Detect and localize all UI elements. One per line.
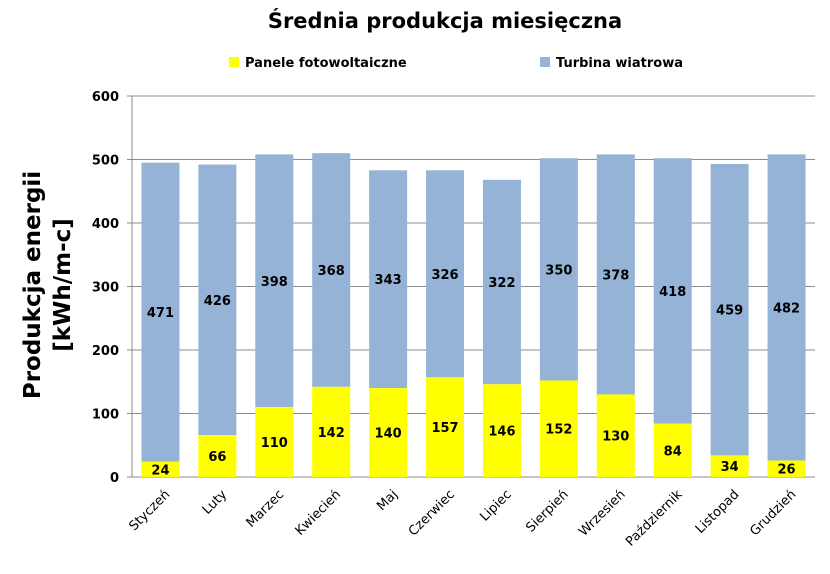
x-tick-label: Sierpień bbox=[523, 487, 571, 535]
bar-panele bbox=[710, 455, 749, 477]
data-label-panele: 84 bbox=[664, 444, 682, 459]
bar-panele bbox=[141, 461, 180, 477]
bar-turbina bbox=[710, 163, 749, 456]
data-label-panele: 66 bbox=[208, 450, 226, 465]
y-tick-label: 500 bbox=[92, 154, 119, 169]
y-tick-label: 100 bbox=[92, 408, 119, 423]
data-label-turbina: 426 bbox=[204, 294, 231, 309]
y-axis-title-line-1: Produkcja energii bbox=[20, 171, 46, 399]
data-label-turbina: 398 bbox=[261, 275, 288, 290]
bar-turbina bbox=[539, 158, 578, 381]
data-label-panele: 26 bbox=[777, 463, 795, 478]
data-label-panele: 152 bbox=[545, 423, 572, 438]
data-label-panele: 110 bbox=[261, 436, 288, 451]
bar-panele bbox=[426, 377, 465, 477]
x-tick-label: Styczeń bbox=[126, 487, 173, 534]
data-label-turbina: 343 bbox=[375, 273, 402, 288]
data-label-turbina: 368 bbox=[318, 264, 345, 279]
x-tick-label: Marzec bbox=[244, 487, 287, 530]
data-label-turbina: 326 bbox=[431, 268, 458, 283]
data-label-panele: 142 bbox=[318, 426, 345, 441]
legend-swatch-turbina bbox=[540, 57, 550, 67]
data-label-turbina: 459 bbox=[716, 304, 743, 319]
legend: Panele fotowoltaiczne Turbina wiatrowa bbox=[229, 56, 683, 71]
x-tick-label: Grudzień bbox=[747, 487, 799, 539]
bar-turbina bbox=[482, 179, 521, 385]
legend-label-turbina: Turbina wiatrowa bbox=[556, 56, 683, 71]
bar-turbina bbox=[369, 170, 408, 389]
data-label-turbina: 378 bbox=[602, 268, 629, 283]
bar-panele bbox=[255, 407, 294, 477]
bar-turbina bbox=[767, 154, 806, 461]
x-tick-label: Październik bbox=[623, 487, 686, 550]
bar-turbina bbox=[255, 154, 294, 408]
bars bbox=[141, 153, 806, 477]
y-tick-labels: 0 100 200 300 400 500 600 bbox=[92, 90, 119, 486]
bar-turbina bbox=[141, 162, 180, 462]
bar-panele bbox=[767, 460, 806, 477]
data-label-panele: 34 bbox=[721, 460, 739, 475]
bar-turbina bbox=[596, 154, 635, 395]
data-label-panele: 24 bbox=[151, 463, 169, 478]
bar-turbina bbox=[312, 153, 351, 387]
data-label-panele: 140 bbox=[375, 427, 402, 442]
data-label-turbina: 471 bbox=[147, 306, 174, 321]
y-axis-title: Produkcja energii [kWh/m-c] bbox=[20, 171, 76, 399]
data-label-turbina: 418 bbox=[659, 285, 686, 300]
x-tick-labels: Styczeń Luty Marzec Kwiecień Maj Czerwiec Lipi… bbox=[126, 487, 799, 550]
data-label-turbina: 482 bbox=[773, 301, 800, 316]
bar-panele bbox=[312, 386, 351, 477]
bar-panele bbox=[198, 435, 237, 477]
x-tick-label: Listopad bbox=[693, 487, 743, 537]
y-tick-label: 600 bbox=[92, 90, 119, 105]
y-tick-label: 300 bbox=[92, 281, 119, 296]
x-tick-label: Kwiecień bbox=[293, 487, 344, 538]
data-label-turbina: 322 bbox=[488, 276, 515, 291]
data-label-panele: 157 bbox=[431, 421, 458, 436]
data-label-panele: 130 bbox=[602, 430, 629, 445]
bar-turbina bbox=[653, 158, 692, 424]
bar-panele bbox=[369, 388, 408, 477]
y-axis-title-line-2: [kWh/m-c] bbox=[50, 218, 76, 352]
x-tick-label: Wrzesień bbox=[576, 487, 628, 539]
bar-panele bbox=[482, 384, 521, 477]
x-tick-label: Luty bbox=[200, 487, 231, 518]
bar-panele bbox=[539, 380, 578, 477]
bar-panele bbox=[596, 394, 635, 477]
legend-swatch-panele bbox=[229, 57, 239, 67]
bar-turbina bbox=[426, 170, 465, 378]
data-label-panele: 146 bbox=[488, 425, 515, 440]
chart-title: Średnia produkcja miesięczna bbox=[268, 8, 622, 33]
x-tick-label: Lipiec bbox=[477, 487, 514, 524]
data-labels: 24 471 66 426 110 398 142 368 140 343 157 326 146 322… bbox=[147, 263, 800, 478]
data-label-turbina: 350 bbox=[545, 263, 572, 278]
y-tick-label: 0 bbox=[110, 471, 119, 486]
x-tick-label: Maj bbox=[374, 487, 401, 514]
bar-turbina bbox=[198, 164, 237, 436]
y-tick-label: 400 bbox=[92, 217, 119, 232]
x-tick-label: Czerwiec bbox=[406, 487, 458, 539]
bar-panele bbox=[653, 423, 692, 477]
grid bbox=[127, 95, 815, 478]
y-tick-label: 200 bbox=[92, 344, 119, 359]
legend-label-panele: Panele fotowoltaiczne bbox=[245, 56, 407, 71]
